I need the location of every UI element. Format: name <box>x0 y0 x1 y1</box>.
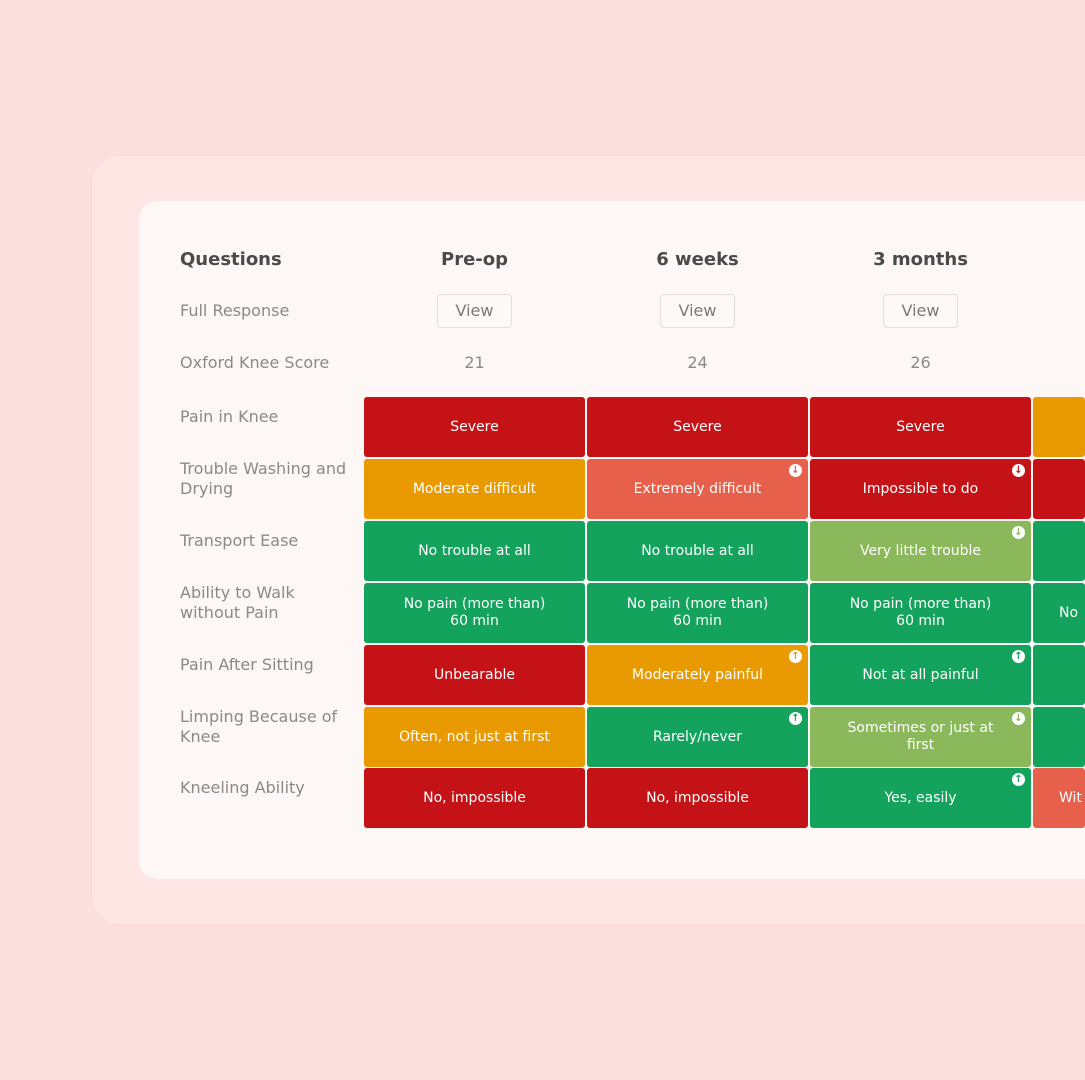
response-cell: Severe <box>587 397 808 457</box>
trend-up-icon: ↑ <box>789 712 802 725</box>
question-label: Transport Ease <box>180 531 299 550</box>
response-text: Severe <box>450 418 499 435</box>
response-cell: No <box>1033 583 1085 643</box>
trend-down-icon: ↓ <box>1012 526 1025 539</box>
response-cell: No pain (more than) 60 min <box>364 583 585 643</box>
column-header: 3 months <box>873 249 968 270</box>
response-text: Sometimes or just at first <box>847 720 994 753</box>
question-label: Ability to Walk without Pain <box>180 583 295 622</box>
response-text: Rarely/never <box>652 728 743 745</box>
response-cell: Yes, easily ↑ <box>810 768 1031 828</box>
response-cell: No trouble at all <box>587 521 808 581</box>
response-cell: Not at all painful ↑ <box>810 645 1031 705</box>
response-text: Impossible to do <box>862 480 979 497</box>
trend-up-icon: ↑ <box>1012 773 1025 786</box>
view-response-button[interactable]: View <box>660 294 735 328</box>
response-cell: No, impossible <box>587 768 808 828</box>
trend-down-icon: ↓ <box>789 464 802 477</box>
response-cell <box>1033 645 1085 705</box>
response-text: Yes, easily <box>884 789 957 806</box>
response-cell <box>1033 459 1085 519</box>
question-label: Limping Because of Knee <box>180 707 338 746</box>
response-text: No trouble at all <box>641 542 754 559</box>
response-cell: Often, not just at first <box>364 707 585 767</box>
response-text: Unbearable <box>434 666 515 683</box>
response-cell: Rarely/never ↑ <box>587 707 808 767</box>
response-text: Moderate difficult <box>412 480 537 497</box>
question-label: Trouble Washing and Drying <box>180 459 347 498</box>
response-text: Moderately painful <box>631 666 764 683</box>
response-text: Wit <box>1059 789 1082 806</box>
response-text: Often, not just at first <box>399 728 550 745</box>
response-text: No trouble at all <box>418 542 531 559</box>
response-cell: Severe <box>364 397 585 457</box>
question-label: Kneeling Ability <box>180 778 305 797</box>
response-text: No pain (more than) 60 min <box>849 596 992 629</box>
view-response-button[interactable]: View <box>437 294 512 328</box>
question-label: Pain After Sitting <box>180 655 314 674</box>
response-text: No <box>1059 604 1079 621</box>
trend-up-icon: ↑ <box>1012 650 1025 663</box>
response-cell: Severe <box>810 397 1031 457</box>
column-header: Pre-op <box>441 249 508 270</box>
response-text: No, impossible <box>423 789 526 806</box>
response-cell: Moderately painful ↑ <box>587 645 808 705</box>
full-response-label: Full Response <box>180 301 290 320</box>
response-text: No, impossible <box>646 789 749 806</box>
question-label: Pain in Knee <box>180 407 279 426</box>
response-cell: Extremely difficult ↓ <box>587 459 808 519</box>
response-cell: Very little trouble ↓ <box>810 521 1031 581</box>
response-text: Very little trouble <box>859 542 982 559</box>
questions-header: Questions <box>180 249 282 270</box>
response-text: Severe <box>896 418 945 435</box>
knee-score-value: 26 <box>910 353 931 372</box>
response-cell: No pain (more than) 60 min <box>810 583 1031 643</box>
response-text: Extremely difficult <box>633 480 762 497</box>
knee-score-value: 21 <box>464 353 485 372</box>
trend-down-icon: ↓ <box>1012 712 1025 725</box>
response-text: No pain (more than) 60 min <box>626 596 769 629</box>
response-cell: Unbearable <box>364 645 585 705</box>
trend-up-icon: ↑ <box>789 650 802 663</box>
response-cell <box>1033 707 1085 767</box>
response-cell: No, impossible <box>364 768 585 828</box>
response-cell: No trouble at all <box>364 521 585 581</box>
response-cell: Wit <box>1033 768 1085 828</box>
response-cell: Moderate difficult <box>364 459 585 519</box>
response-text: Not at all painful <box>862 666 979 683</box>
response-cell: No pain (more than) 60 min <box>587 583 808 643</box>
response-text: Severe <box>673 418 722 435</box>
view-response-button[interactable]: View <box>883 294 958 328</box>
response-cell: Impossible to do ↓ <box>810 459 1031 519</box>
trend-down-icon: ↓ <box>1012 464 1025 477</box>
column-header: 6 weeks <box>656 249 739 270</box>
knee-score-value: 24 <box>687 353 708 372</box>
response-cell: Sometimes or just at first ↓ <box>810 707 1031 767</box>
response-cell <box>1033 521 1085 581</box>
score-label: Oxford Knee Score <box>180 353 330 372</box>
response-text: No pain (more than) 60 min <box>403 596 546 629</box>
response-cell <box>1033 397 1085 457</box>
